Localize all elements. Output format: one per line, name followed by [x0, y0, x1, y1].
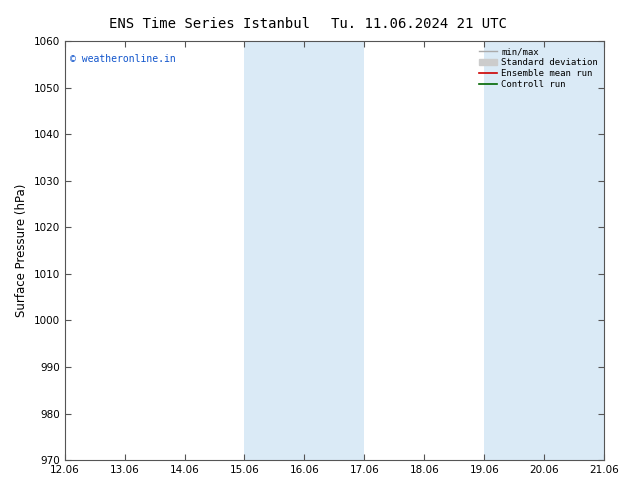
Text: Tu. 11.06.2024 21 UTC: Tu. 11.06.2024 21 UTC — [330, 17, 507, 31]
Bar — [304, 41, 365, 460]
Text: © weatheronline.in: © weatheronline.in — [70, 53, 176, 64]
Text: ENS Time Series Istanbul: ENS Time Series Istanbul — [108, 17, 310, 31]
Bar — [245, 41, 304, 460]
Bar — [544, 41, 604, 460]
Bar — [484, 41, 544, 460]
Legend: min/max, Standard deviation, Ensemble mean run, Controll run: min/max, Standard deviation, Ensemble me… — [477, 46, 600, 91]
Y-axis label: Surface Pressure (hPa): Surface Pressure (hPa) — [15, 184, 28, 318]
